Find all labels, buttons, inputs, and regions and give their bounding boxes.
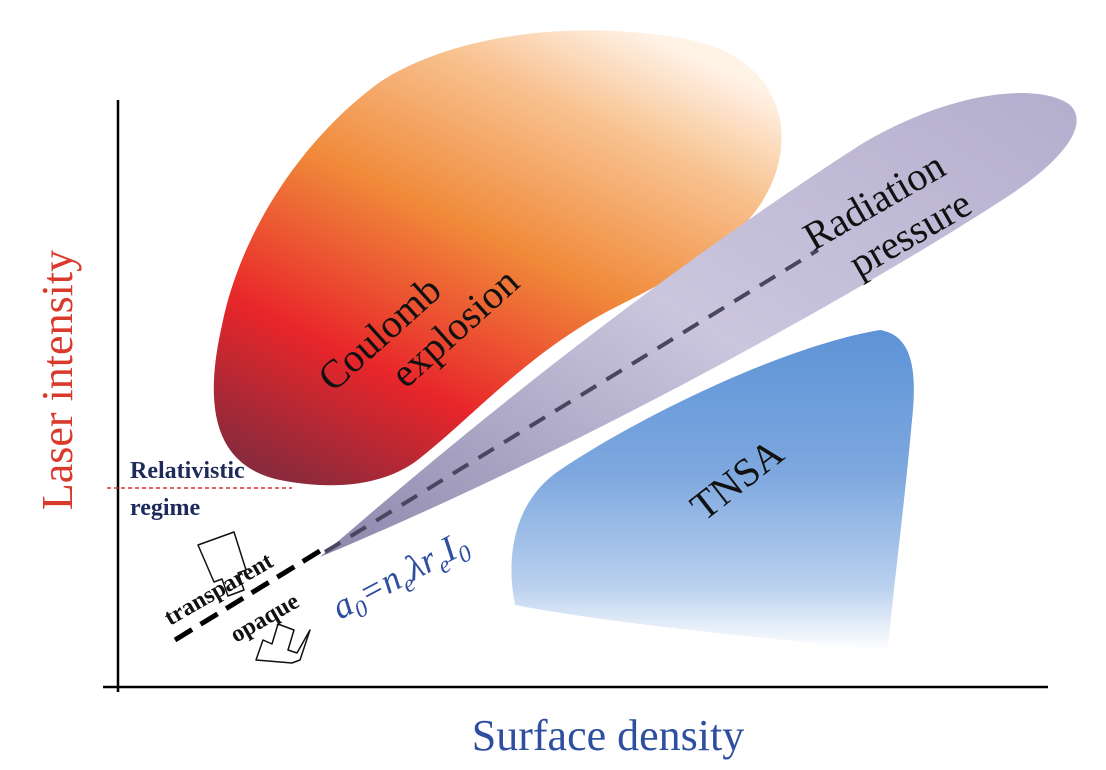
arrow-down-icon [255,623,311,664]
relativistic-regime-label: Relativistic regime [130,458,251,521]
opaque-label: opaque [226,588,304,648]
arrow-up-icon [197,531,247,597]
threshold-dashed-line [323,248,820,554]
coulomb-explosion-region [213,30,782,486]
tnsa-region [511,330,914,650]
relativistic-line2: regime [130,495,201,521]
y-axis-title: Laser intensity [33,250,82,510]
x-axis-title: Surface density [472,711,744,760]
relativistic-line1: Relativistic [130,458,245,484]
